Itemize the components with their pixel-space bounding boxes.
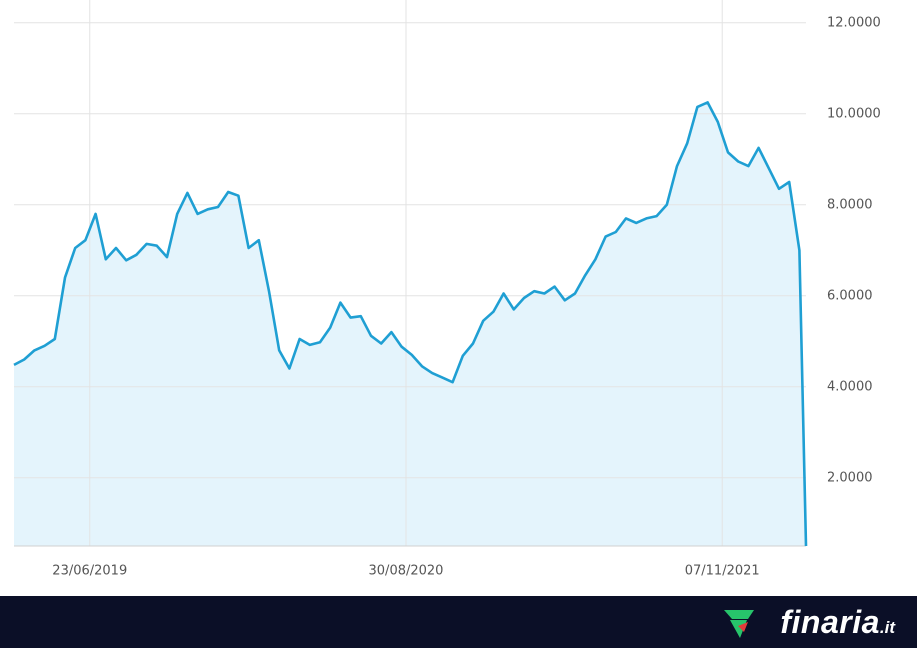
y-tick-label: 10.0000: [827, 106, 881, 121]
brand-logo: [724, 610, 754, 638]
x-tick-label: 07/11/2021: [685, 564, 760, 579]
chart: 2.0000 4.0000 6.0000 8.0000 10.0000 12.0000 23…: [13, 0, 881, 579]
brand: finaria .it: [780, 604, 895, 641]
logo-top: [724, 610, 754, 619]
y-tick-label: 8.0000: [827, 197, 873, 212]
y-tick-label: 4.0000: [827, 379, 873, 394]
logo-accent: [738, 622, 748, 632]
area-fill: [14, 102, 806, 547]
footer-bar: finaria .it: [0, 596, 917, 648]
x-tick-label: 23/06/2019: [52, 564, 127, 579]
x-tick-label: 30/08/2020: [369, 564, 444, 579]
brand-suffix: .it: [879, 618, 895, 637]
brand-name: finaria: [780, 604, 880, 640]
price-line: [13, 101, 808, 547]
y-tick-label: 12.0000: [827, 15, 881, 30]
y-tick-label: 6.0000: [827, 288, 873, 303]
y-tick-label: 2.0000: [827, 470, 873, 485]
